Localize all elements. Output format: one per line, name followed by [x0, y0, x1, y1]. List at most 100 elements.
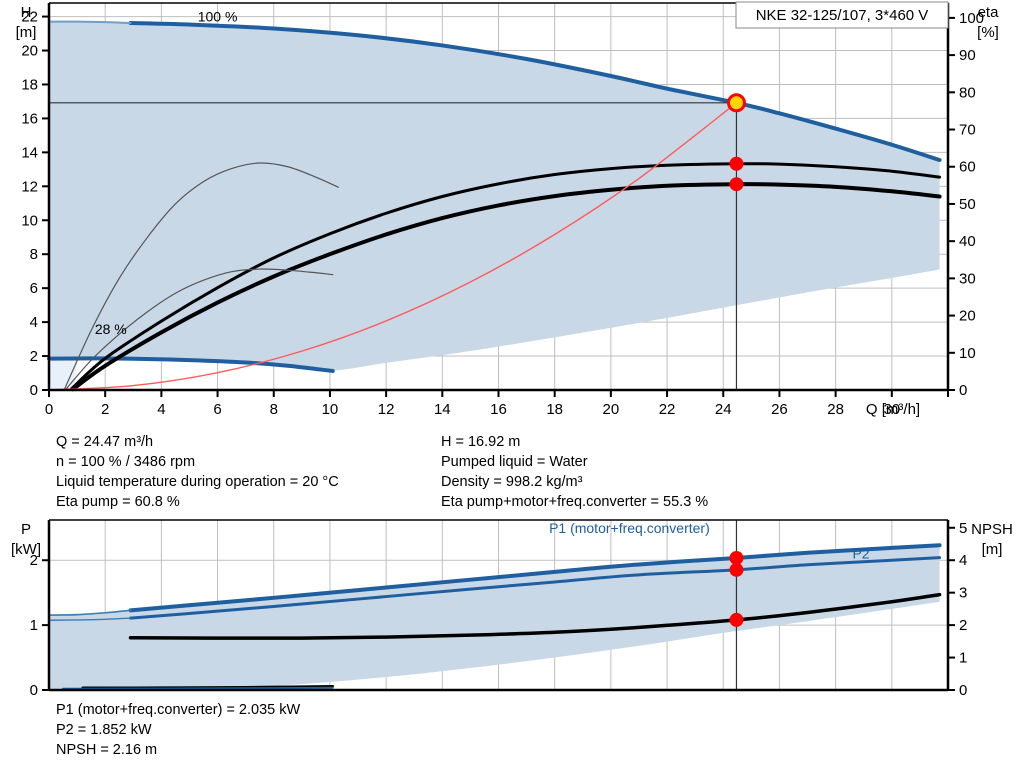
- y-tick-left: 2: [30, 552, 38, 569]
- series-annotations: P1 (motor+freq.converter) P2: [549, 520, 870, 561]
- operating-point-markers[interactable]: [729, 550, 744, 627]
- x-tick: 8: [270, 401, 278, 418]
- series-annotation: P1 (motor+freq.converter): [549, 520, 710, 536]
- marker-p2: [729, 562, 744, 577]
- y-tick-right: 3: [959, 585, 967, 602]
- y-tick-left: 1: [30, 617, 38, 634]
- y-tick-left: 4: [30, 314, 38, 331]
- x-tick: 26: [771, 401, 788, 418]
- y-tick-right: 100: [959, 10, 984, 27]
- tick-labels: 0 1 2 0 1 2 3 4 5: [30, 520, 968, 695]
- y-tick-right: 50: [959, 196, 976, 213]
- series-annotation: P2: [852, 545, 869, 561]
- x-tick: 28: [827, 401, 844, 418]
- y-tick-left: 14: [21, 144, 38, 161]
- x-tick: 0: [45, 401, 53, 418]
- operating-info-line-3: Density = 998.2 kg/m³: [441, 474, 583, 490]
- curve-series: [48, 543, 942, 690]
- x-tick: 22: [659, 401, 676, 418]
- y-tick-right: 80: [959, 84, 976, 101]
- y-tick-left: 0: [30, 682, 38, 695]
- operating-info-right: H = 16.92 m Pumped liquid = Water Density …: [441, 432, 708, 512]
- y-tick-left: 6: [30, 280, 38, 297]
- operating-point-guides: [49, 102, 738, 390]
- y-tick-right: 1: [959, 650, 967, 667]
- power-info-block: P1 (motor+freq.converter) = 2.035 kW P2 =…: [56, 700, 300, 760]
- x-tick: 16: [490, 401, 507, 418]
- curve-eta-min-speed-thin: [63, 162, 339, 390]
- x-tick: 20: [603, 401, 620, 418]
- curve-annotation: 100 %: [198, 9, 238, 25]
- y-axis-right-title: NPSH: [971, 521, 1013, 538]
- operating-info-line-4: Eta pump = 60.8 %: [56, 494, 180, 510]
- y-tick-right: 10: [959, 345, 976, 362]
- marker-p1: [729, 550, 744, 565]
- marker-eta-pump: [729, 156, 744, 171]
- y-axis-right-unit: [m]: [982, 541, 1003, 558]
- y-axis-left-title: H: [21, 4, 32, 21]
- y-tick-left: 16: [21, 110, 38, 127]
- operating-range-band: [49, 21, 940, 391]
- operating-info-line-2: Pumped liquid = Water: [441, 454, 588, 470]
- y-tick-right: 0: [959, 382, 967, 399]
- y-tick-left: 12: [21, 178, 38, 195]
- y-tick-right: 60: [959, 159, 976, 176]
- x-tick: 14: [434, 401, 451, 418]
- operating-info-line-2: n = 100 % / 3486 rpm: [56, 454, 196, 470]
- operating-info-line-4: Eta pump+motor+freq.converter = 55.3 %: [441, 494, 709, 510]
- y-axis-left-unit: [kW]: [11, 541, 41, 558]
- curve-annotation: 28 %: [95, 321, 127, 337]
- chart-title-label: NKE 32-125/107, 3*460 V: [756, 7, 929, 24]
- curve-h-28-min-speed: [47, 356, 335, 373]
- marker-eta-total: [729, 177, 744, 192]
- y-tick-right: 4: [959, 552, 967, 569]
- axis-titles: P [kW] NPSH [m]: [11, 521, 1013, 558]
- y-tick-left: 22: [21, 9, 38, 26]
- power-info-line-3: NPSH = 2.16 m: [56, 742, 158, 758]
- operating-info-left: Q = 24.47 m³/h n = 100 % / 3486 rpm Liquid…: [56, 432, 339, 512]
- curve-npsh: [128, 592, 942, 640]
- curve-series: [47, 20, 942, 392]
- y-tick-right: 20: [959, 308, 976, 325]
- operating-info-line-1: H = 16.92 m: [441, 434, 521, 450]
- operating-point-marker: [726, 93, 746, 113]
- curve-h-100-extension-low-flow: [48, 20, 132, 25]
- y-tick-left: 18: [21, 76, 38, 93]
- y-tick-left: 0: [30, 382, 38, 399]
- operating-info-line-3: Liquid temperature during operation = 20…: [56, 474, 339, 490]
- y-tick-left: 20: [21, 43, 38, 60]
- y-tick-left: 8: [30, 246, 38, 263]
- curve-h-100-duty-speed: [128, 21, 942, 163]
- y-tick-right: 30: [959, 270, 976, 287]
- curve-eta-pump-motor-freq-converter: [70, 182, 942, 392]
- chart-title-box: NKE 32-125/107, 3*460 V: [735, 1, 949, 29]
- curve-p2-min-speed: [62, 686, 334, 690]
- axes: [47, 519, 950, 692]
- y-tick-right: 2: [959, 617, 967, 634]
- y-tick-right: 70: [959, 122, 976, 139]
- x-tick: 30: [883, 401, 900, 418]
- curve-p2-low-flow-extension: [48, 617, 132, 621]
- x-tick: 10: [322, 401, 339, 418]
- curve-eta-min-speed-total-thin-low: [65, 268, 334, 390]
- y-tick-right: 5: [959, 520, 967, 537]
- x-tick: 12: [378, 401, 395, 418]
- x-axis-title: Q [m³/h]: [866, 401, 920, 418]
- x-tick: 6: [213, 401, 221, 418]
- axis-titles: H [m] eta [%] Q [m³/h]: [16, 4, 1000, 418]
- x-tick: 24: [715, 401, 732, 418]
- x-tick: 4: [157, 401, 165, 418]
- y-axis-right-unit: [%]: [977, 24, 999, 41]
- main-range-band: [49, 21, 940, 371]
- operating-info-line-1: Q = 24.47 m³/h: [56, 434, 154, 450]
- head-efficiency-chart: 0246810121416182022010203040506070809010…: [16, 1, 1000, 418]
- y-tick-right: 0: [959, 682, 967, 695]
- y-tick-right: 40: [959, 233, 976, 250]
- curve-p2: [128, 556, 942, 620]
- tick-labels: 0246810121416182022010203040506070809010…: [21, 9, 984, 418]
- main-range-band: [49, 545, 940, 690]
- power-info-line-1: P1 (motor+freq.converter) = 2.035 kW: [56, 702, 301, 718]
- x-tick: 2: [101, 401, 109, 418]
- operating-point-markers[interactable]: [726, 93, 746, 192]
